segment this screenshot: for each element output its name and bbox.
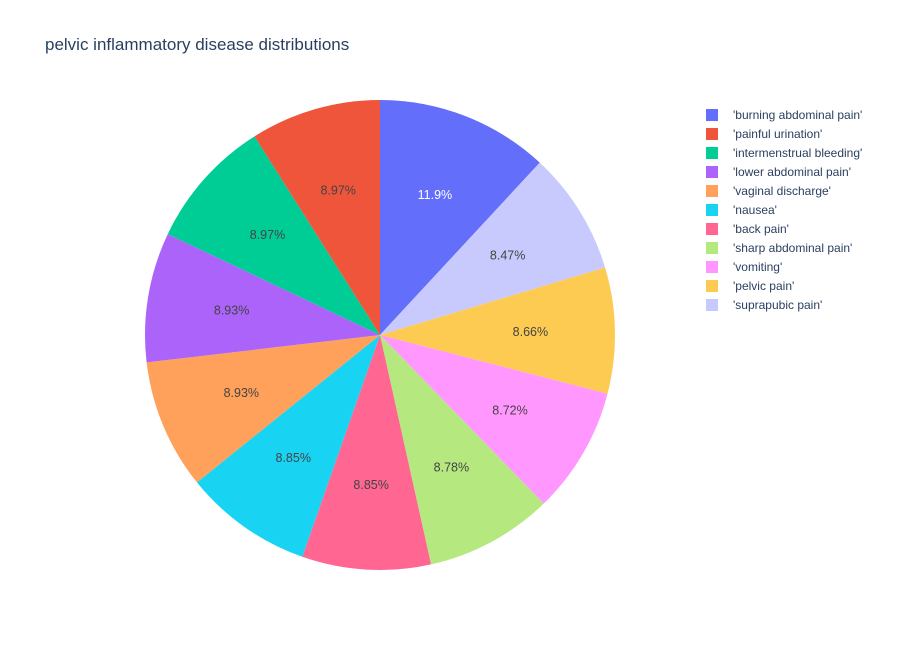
legend-item[interactable]: 'lower abdominal pain' <box>706 165 851 179</box>
legend-item[interactable]: 'sharp abdominal pain' <box>706 241 852 255</box>
legend-label: 'painful urination' <box>733 127 822 141</box>
slice-percent-label: 8.78% <box>434 460 469 474</box>
chart-title: pelvic inflammatory disease distribution… <box>45 35 349 54</box>
slice-percent-label: 8.97% <box>320 184 355 198</box>
legend-item[interactable]: 'painful urination' <box>706 127 822 141</box>
legend: 'burning abdominal pain' 'painful urinati… <box>706 108 862 312</box>
legend-label: 'burning abdominal pain' <box>733 108 862 122</box>
legend-label: 'lower abdominal pain' <box>733 165 851 179</box>
legend-label: 'vaginal discharge' <box>733 184 831 198</box>
slice-percent-label: 8.85% <box>353 478 388 492</box>
slice-percent-label: 8.97% <box>250 228 285 242</box>
legend-item[interactable]: 'vaginal discharge' <box>706 184 831 198</box>
legend-swatch <box>706 166 718 178</box>
legend-item[interactable]: 'back pain' <box>706 222 789 236</box>
slice-percent-label: 8.93% <box>224 386 259 400</box>
legend-item[interactable]: 'vomiting' <box>706 260 782 274</box>
legend-label: 'nausea' <box>733 203 777 217</box>
legend-label: 'vomiting' <box>733 260 782 274</box>
pie-slice[interactable] <box>144 234 380 363</box>
legend-item[interactable]: 'nausea' <box>706 203 777 217</box>
legend-label: 'intermenstrual bleeding' <box>733 146 862 160</box>
legend-swatch <box>706 185 718 197</box>
pie-slice[interactable] <box>380 100 540 335</box>
legend-swatch <box>706 223 718 235</box>
pie-slice[interactable] <box>380 335 608 504</box>
legend-item[interactable]: 'suprapubic pain' <box>706 298 822 312</box>
slice-percent-label: 8.72% <box>492 404 527 418</box>
pie-slice[interactable] <box>167 136 380 335</box>
legend-swatch <box>706 204 718 216</box>
slice-percent-label: 11.9% <box>418 188 453 202</box>
legend-label: 'pelvic pain' <box>733 279 794 293</box>
pie-slice[interactable] <box>146 335 380 483</box>
legend-swatch <box>706 261 718 273</box>
pie-slice[interactable] <box>302 335 432 570</box>
legend-label: 'back pain' <box>733 222 789 236</box>
pie-slice[interactable] <box>196 335 380 557</box>
legend-label: 'suprapubic pain' <box>733 298 822 312</box>
legend-item[interactable]: 'burning abdominal pain' <box>706 108 862 122</box>
legend-swatch <box>706 147 718 159</box>
slice-percent-label: 8.93% <box>214 304 249 318</box>
pie-slice[interactable] <box>254 100 380 335</box>
pie-slice-labels: 11.9% 8.47% 8.66% 8.72% 8.78% 8.85% 8.85% 8.93%… <box>214 184 548 493</box>
slice-percent-label: 8.66% <box>513 325 548 339</box>
legend-item[interactable]: 'pelvic pain' <box>706 279 794 293</box>
slice-percent-label: 8.85% <box>276 451 311 465</box>
legend-item[interactable]: 'intermenstrual bleeding' <box>706 146 862 160</box>
legend-swatch <box>706 242 718 254</box>
legend-swatch <box>706 109 718 121</box>
legend-swatch <box>706 280 718 292</box>
legend-swatch <box>706 128 718 140</box>
pie-slice[interactable] <box>380 335 544 565</box>
legend-swatch <box>706 299 718 311</box>
pie-slice[interactable] <box>380 162 606 335</box>
pie-slices <box>144 100 616 570</box>
slice-percent-label: 8.47% <box>490 248 525 262</box>
pie-slice[interactable] <box>380 267 616 394</box>
legend-label: 'sharp abdominal pain' <box>733 241 852 255</box>
